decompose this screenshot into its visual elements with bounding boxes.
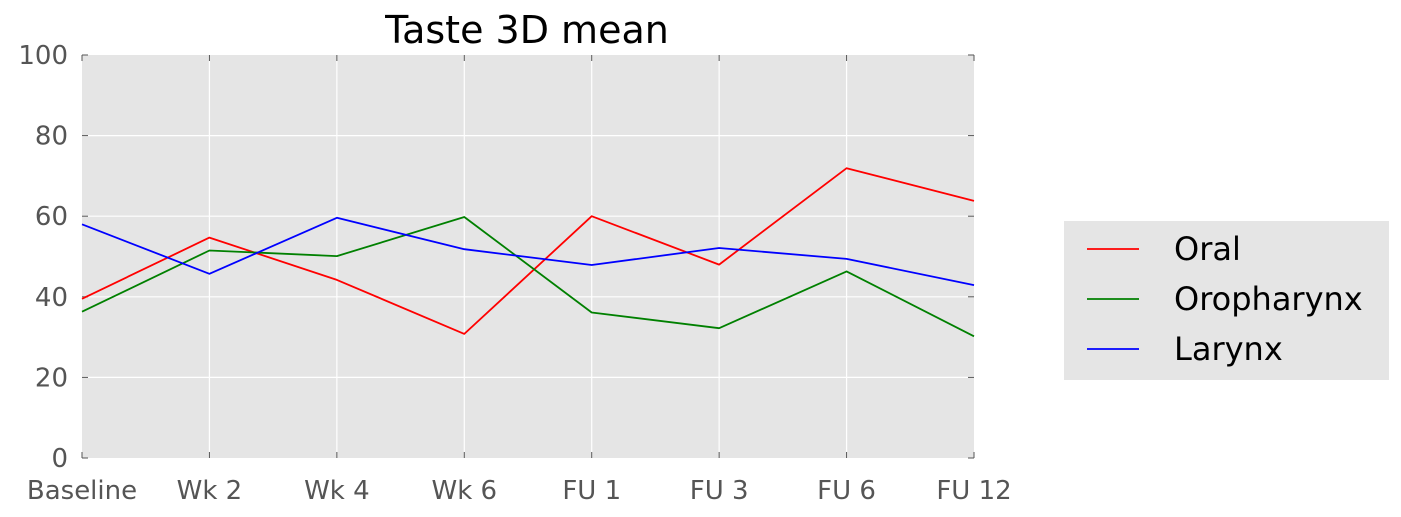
y-tick-label: 0	[51, 444, 68, 474]
y-axis-tick-labels: 0 20 40 60 80 100	[18, 41, 68, 474]
y-tick-label: 80	[35, 122, 68, 152]
legend-entries: Oral Oropharynx Larynx	[1087, 230, 1363, 368]
x-axis-tick-labels: Baseline Wk 2 Wk 4 Wk 6 FU 1 FU 3 FU 6 FU 12	[27, 476, 1012, 506]
x-tick-label: Wk 6	[431, 476, 497, 506]
series-line-oropharynx	[81, 216, 975, 338]
series-lines	[81, 167, 975, 338]
x-tick-label: Baseline	[27, 476, 137, 506]
y-tick-label: 40	[35, 283, 68, 313]
y-tick-label: 60	[35, 202, 68, 232]
legend	[1064, 221, 1389, 380]
legend-label-oral: Oral	[1174, 230, 1241, 268]
legend-label-larynx: Larynx	[1174, 330, 1283, 368]
x-tick-label: FU 3	[690, 476, 749, 506]
x-tick-label: FU 12	[936, 476, 1011, 506]
legend-label-oropharynx: Oropharynx	[1174, 280, 1363, 318]
x-tick-label: Wk 4	[304, 476, 370, 506]
x-tick-label: FU 1	[562, 476, 621, 506]
x-tick-label: Wk 2	[177, 476, 243, 506]
y-tick-label: 20	[35, 363, 68, 393]
grid-lines	[82, 55, 974, 458]
y-tick-label: 100	[18, 41, 68, 71]
x-tick-label: FU 6	[817, 476, 876, 506]
series-line-oral	[81, 167, 975, 335]
series-line-larynx	[81, 216, 975, 286]
chart-title: Taste 3D mean	[384, 8, 669, 52]
